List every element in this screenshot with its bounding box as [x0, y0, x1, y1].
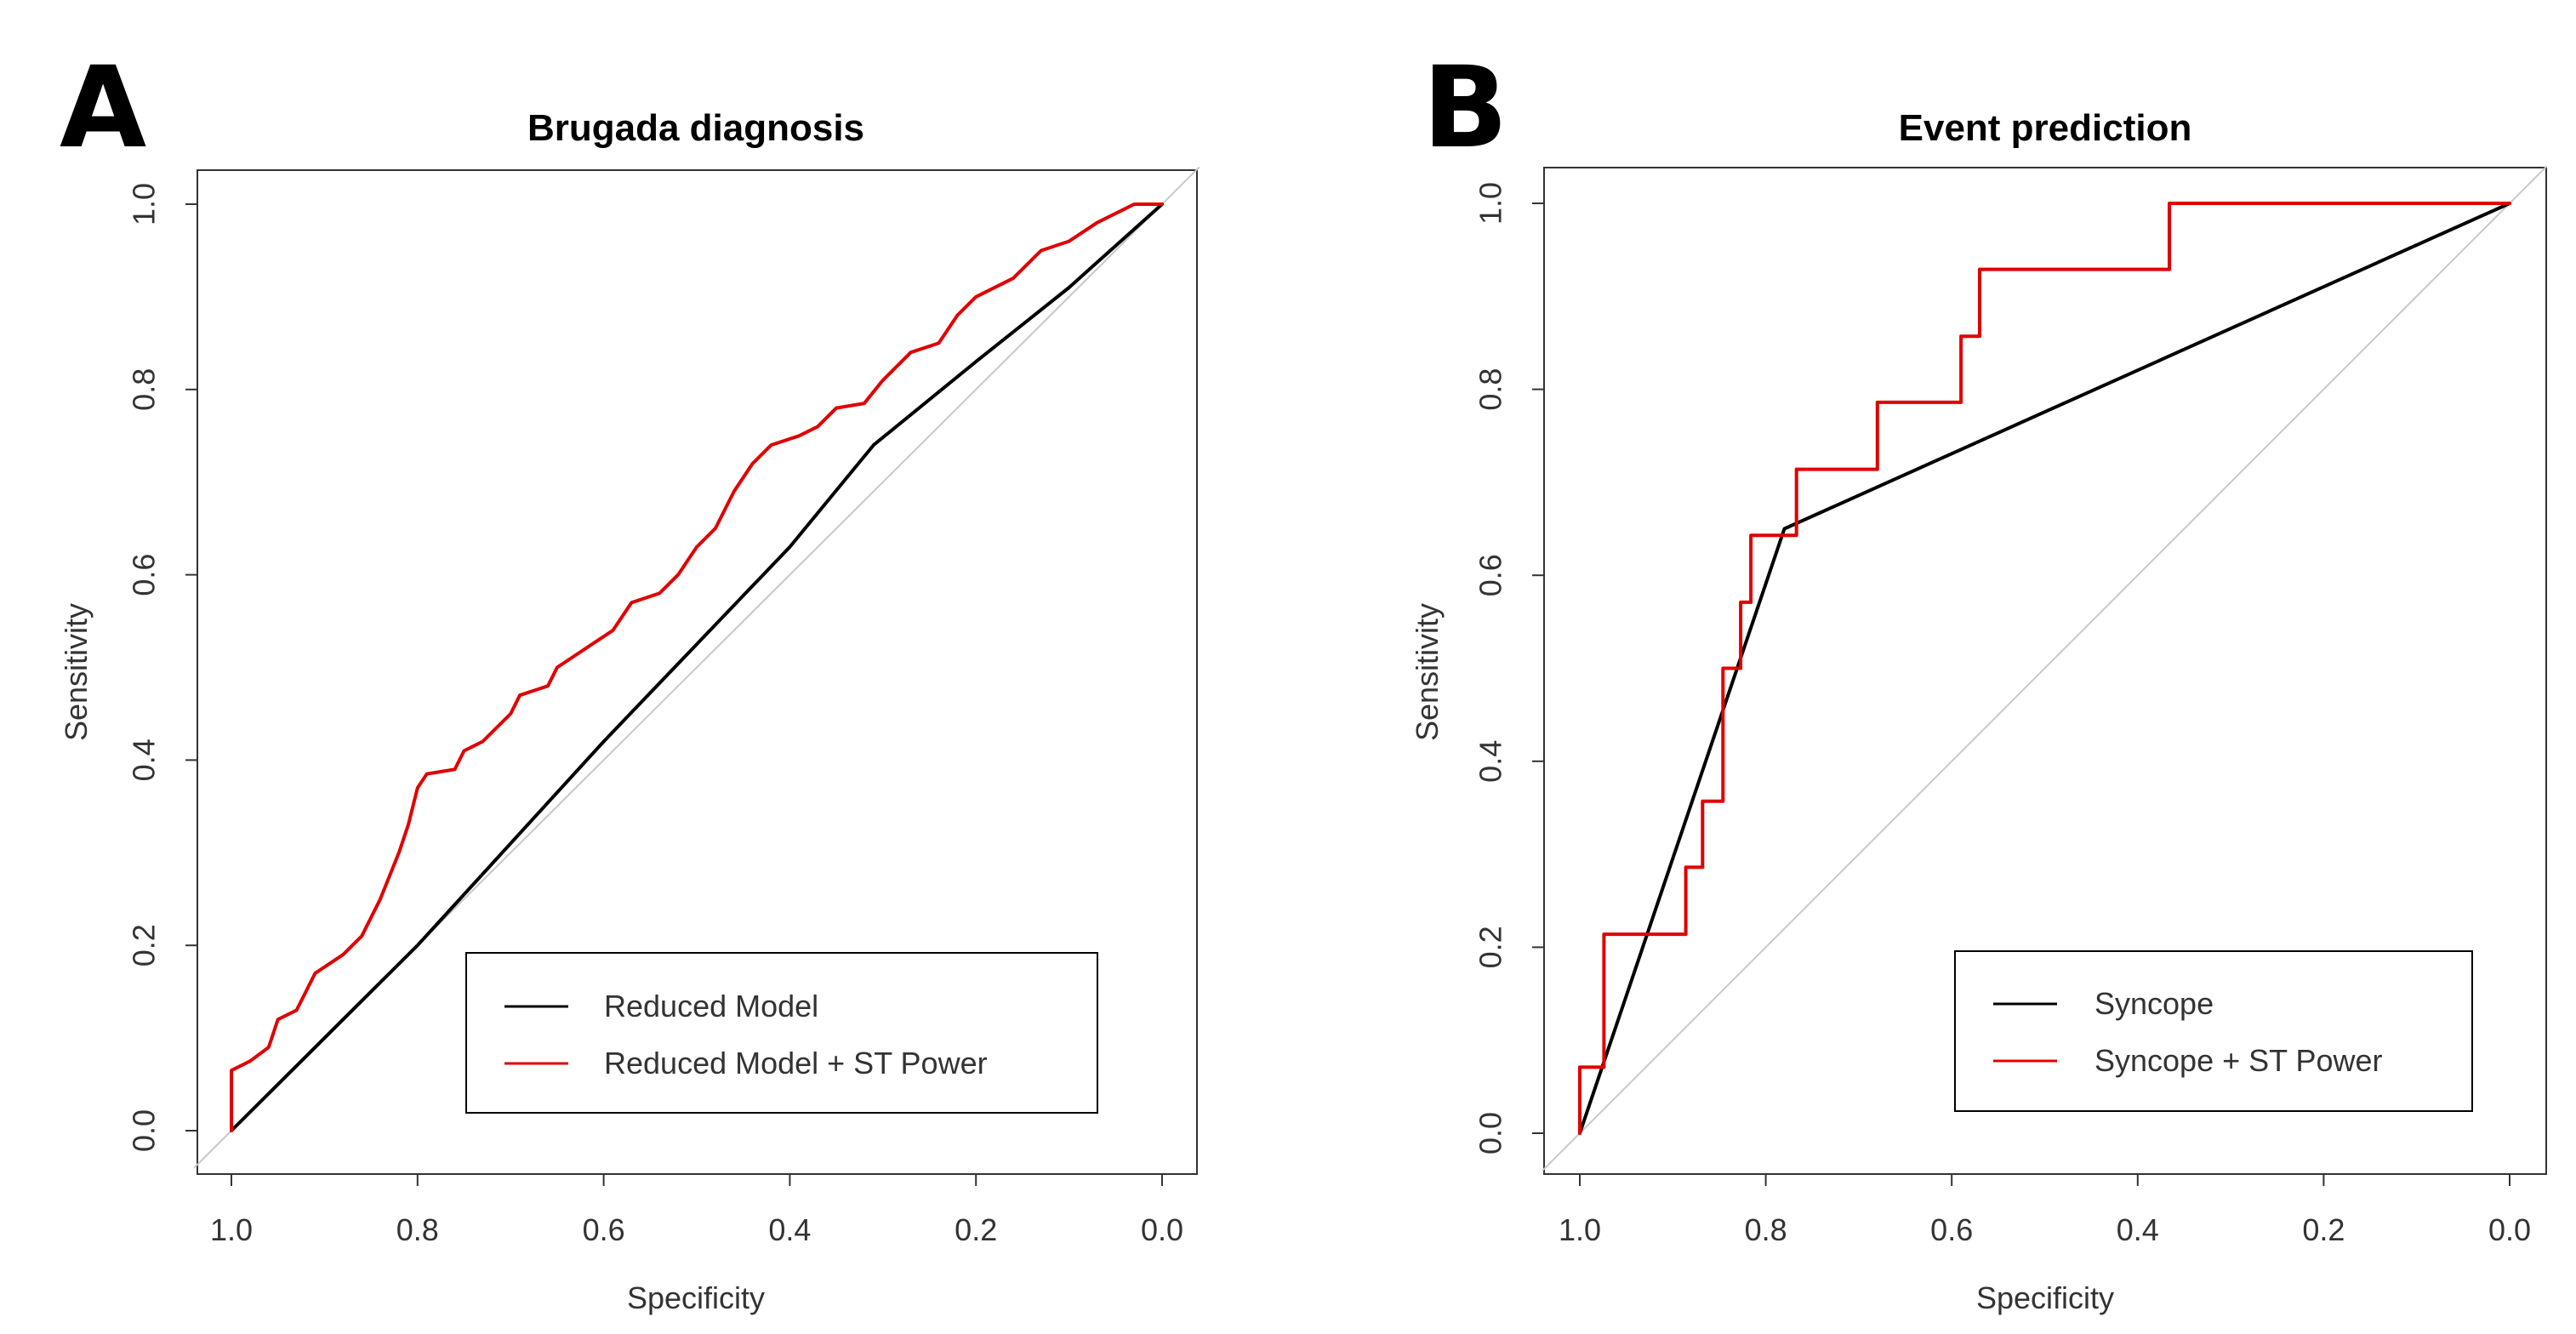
panel-a-legend: Reduced Model Reduced Model + ST Power — [465, 952, 1098, 1114]
panel-a-title: Brugada diagnosis — [527, 107, 864, 149]
panel-b-legend: Syncope Syncope + ST Power — [1954, 950, 2473, 1112]
panel-a-y-tick-label: 0.2 — [127, 924, 162, 966]
panel-a-x-tick-label: 1.0 — [210, 1212, 253, 1247]
panel-b-series-syncope-st-power — [1578, 202, 2511, 1135]
panel-b-x-tick-label: 0.6 — [1930, 1212, 1973, 1247]
panel-b-y-tick-label: 0.2 — [1473, 926, 1508, 968]
panel-b-plot-frame — [1543, 167, 2547, 1175]
panel-b-y-axis-label: Sensitivity — [1410, 603, 1445, 741]
panel-a-y-tick-label: 1.0 — [127, 183, 162, 225]
panel-b-x-axis: 1.0 0.8 0.6 0.4 0.2 0.0 — [1559, 1174, 2531, 1247]
panel-b-x-axis-label: Specificity — [1976, 1280, 2114, 1315]
panel-b-letter: B — [1422, 43, 1508, 174]
panel-a-y-tick-label: 0.6 — [127, 554, 162, 596]
panel-a-legend-box — [465, 952, 1098, 1114]
panel-b-x-tick-label: 0.8 — [1745, 1212, 1787, 1247]
panel-a-y-tick-label: 0.4 — [127, 738, 162, 781]
panel-a-y-axis-label: Sensitivity — [59, 603, 94, 741]
panel-b-legend-label-syncope: Syncope — [2094, 986, 2214, 1021]
panel-a-x-tick-label: 0.4 — [768, 1212, 811, 1247]
panel-a-legend-label-reduced-model-st-power: Reduced Model + ST Power — [604, 1046, 988, 1080]
panel-b-series-syncope — [1578, 202, 2511, 1135]
panel-a-x-tick-label: 0.0 — [1141, 1212, 1183, 1247]
panel-a-letter: A — [60, 43, 146, 174]
panel-a-y-tick-label: 0.8 — [127, 368, 162, 411]
panel-a-x-tick-label: 0.8 — [396, 1212, 439, 1247]
panel-a: A Brugada diagnosis 1.0 0.8 0.6 0.4 0.2 0.0 0… — [59, 43, 1200, 1315]
panel-a-y-tick-label: 0.0 — [127, 1109, 162, 1152]
panel-b-y-tick-label: 0.8 — [1473, 368, 1508, 411]
panel-a-y-axis: 0.0 0.2 0.4 0.6 0.8 1.0 — [127, 183, 197, 1152]
panel-a-x-tick-label: 0.2 — [955, 1212, 997, 1247]
panel-b-y-tick-label: 1.0 — [1473, 182, 1508, 225]
panel-b-x-tick-label: 1.0 — [1559, 1212, 1601, 1247]
panel-b-reference-diagonal — [1542, 165, 2548, 1172]
panel-a-legend-label-reduced-model: Reduced Model — [604, 989, 818, 1023]
panel-a-series-reduced-model-st-power — [230, 202, 1164, 1132]
panel-b-x-tick-label: 0.2 — [2302, 1212, 2345, 1247]
panel-a-series-reduced-model — [230, 202, 1164, 1132]
panel-a-plot-layer — [193, 166, 1200, 1169]
panel-a-plot-frame — [197, 169, 1198, 1175]
panel-b-plot-layer — [1542, 165, 2548, 1172]
panel-a-x-tick-label: 0.6 — [583, 1212, 625, 1247]
panel-b-y-tick-label: 0.4 — [1473, 740, 1508, 783]
panel-b-legend-box — [1954, 950, 2473, 1112]
panel-b-y-tick-label: 0.6 — [1473, 554, 1508, 596]
panel-b-y-tick-label: 0.0 — [1473, 1112, 1508, 1154]
panel-b-x-tick-label: 0.4 — [2117, 1212, 2159, 1247]
panel-b-legend-label-syncope-st-power: Syncope + ST Power — [2094, 1043, 2383, 1078]
panel-b: B Event prediction 1.0 0.8 0.6 0.4 0.2 0.0 0.… — [1410, 43, 2548, 1315]
panel-b-x-tick-label: 0.0 — [2488, 1212, 2531, 1247]
panel-b-title: Event prediction — [1899, 107, 2192, 149]
panel-b-y-axis: 0.0 0.2 0.4 0.6 0.8 1.0 — [1473, 182, 1544, 1154]
panel-a-x-axis-label: Specificity — [627, 1280, 765, 1315]
panel-a-x-axis: 1.0 0.8 0.6 0.4 0.2 0.0 — [210, 1174, 1183, 1247]
